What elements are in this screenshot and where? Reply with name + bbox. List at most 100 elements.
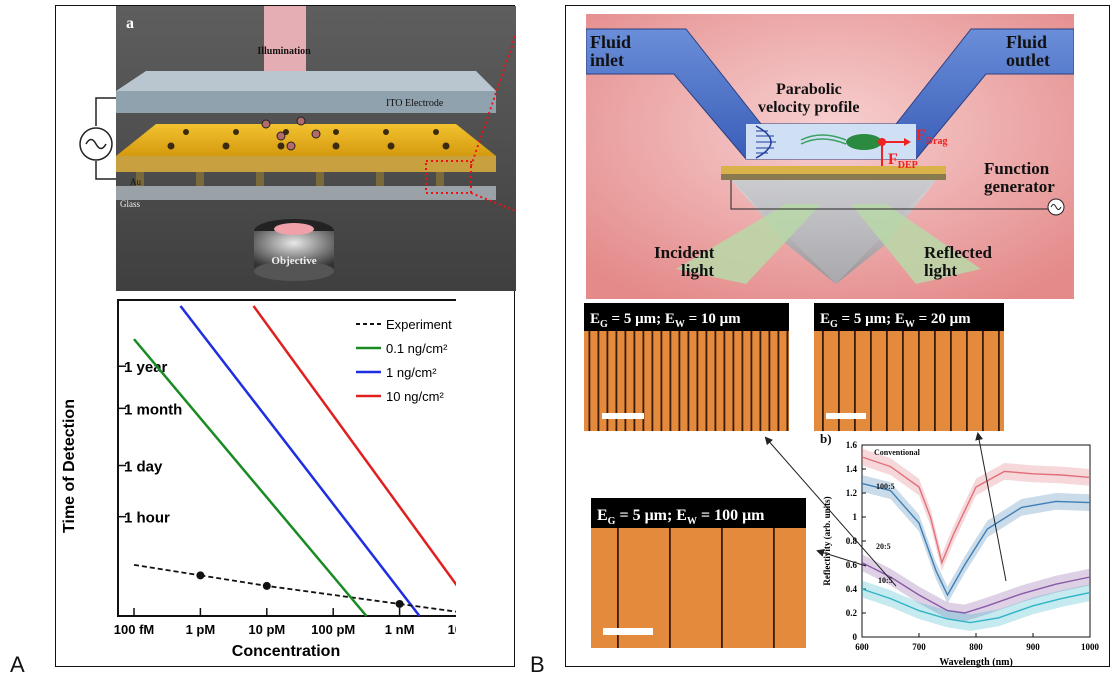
series-line (179, 305, 421, 617)
objective-label: Objective (271, 255, 316, 267)
fdep-label: F (888, 151, 898, 168)
electrode-stripe (886, 331, 888, 431)
sers-device-schematic: a Illumination ITO Electrode Au Glass Ob… (116, 6, 516, 291)
incident-label-1: Incident (654, 243, 715, 262)
series-line (861, 482, 1091, 597)
chart-b-xlabel: Wavelength (nm) (939, 657, 1013, 668)
detection-time-chart: 100 fM 1 pM 10 pM 100 pM 1 nM 10 nM 1 year 1 mo… (61, 299, 456, 660)
eg-symbol: E (820, 311, 830, 327)
y-tick-label: 1.4 (846, 464, 858, 474)
x-tick-label: 600 (855, 642, 869, 652)
glass-label: Glass (120, 199, 140, 209)
x-tick-label: 100 pM (311, 622, 355, 637)
svg-text:EG = 5 μm; EW = 100 μm: EG = 5 μm; EW = 100 μm (597, 507, 765, 527)
experiment-extension (399, 603, 456, 613)
panel-letter-a: A (10, 652, 25, 677)
chart-a-ylabel: Time of Detection (61, 399, 78, 533)
ew-symbol: E (676, 507, 687, 524)
label-10-5: 10:5 (878, 576, 893, 585)
electrode-stripe (777, 331, 780, 431)
series-line (861, 561, 1091, 614)
electrode-stripe (588, 331, 591, 431)
electrode-stripe (768, 331, 771, 431)
fdep-sub: DEP (898, 160, 918, 171)
eg-sub: G (600, 319, 608, 330)
electrode-stripe (642, 331, 645, 431)
fluid-inlet-label-1: Fluid (590, 32, 631, 52)
x-tick-label: 800 (969, 642, 983, 652)
fluid-inlet-label-2: inlet (590, 50, 624, 70)
experiment-point (196, 571, 205, 580)
electrode-stripe (617, 528, 619, 648)
electrode-stripe (998, 331, 1000, 431)
electrode-stripe (822, 331, 824, 431)
micrograph-ew100: EG = 5 μm; EW = 100 μm (591, 498, 806, 648)
x-tick-label: 700 (912, 642, 926, 652)
fdrag-label: F (916, 127, 926, 144)
experiment-extension (133, 563, 201, 577)
electrode-stripe (615, 331, 618, 431)
electrode-stripe (838, 331, 840, 431)
chart-a-xlabel: Concentration (232, 643, 340, 660)
y-tick-label: 1 year (124, 359, 168, 376)
ew-symbol: E (895, 311, 905, 327)
legend-01: 0.1 ng/cm² (386, 341, 448, 356)
legend: Experiment 0.1 ng/cm² 1 ng/cm² 10 ng/cm² (356, 317, 452, 404)
label-100-5: 100:5 (876, 482, 895, 491)
illumination-label: Illumination (257, 46, 311, 57)
reflected-label-2: light (924, 261, 957, 280)
electrode-stripe (723, 331, 726, 431)
electrode-stripe (902, 331, 904, 431)
x-tick-label: 900 (1026, 642, 1040, 652)
ew-sub: W (905, 319, 915, 330)
panel-a: a Illumination ITO Electrode Au Glass Ob… (55, 5, 516, 667)
tag-a: a (126, 15, 134, 32)
legend-1: 1 ng/cm² (386, 365, 437, 380)
electrode-stripe (633, 331, 636, 431)
series-line (252, 305, 456, 587)
dep-device-schematic: Fluid inlet Fluid outlet Parabolic veloc… (586, 14, 1074, 299)
x-tick-label: 1 nM (385, 622, 415, 637)
fdrag-sub: Drag (926, 136, 948, 147)
electrode-stripe (786, 331, 789, 431)
electrode-stripe (660, 331, 663, 431)
profile-label-1: Parabolic (776, 81, 842, 98)
svg-text:EG = 5 μm; EW = 20 μm: EG = 5 μm; EW = 20 μm (820, 311, 971, 330)
micrograph-ew20: EG = 5 μm; EW = 20 μm (814, 303, 1004, 431)
fluid-outlet-label-2: outlet (1006, 50, 1050, 70)
plot-frame (117, 299, 456, 617)
series-line (133, 338, 368, 617)
electrode-stripe (982, 331, 984, 431)
ew-value: = 10 μm (685, 311, 741, 327)
function-gen-label-1: Function (984, 159, 1050, 178)
au-label: Au (130, 177, 141, 187)
electrode-stripe (597, 331, 600, 431)
legend-10: 10 ng/cm² (386, 389, 444, 404)
eg-value: = 5 μm; (608, 311, 665, 327)
y-tick-label: 1 day (124, 459, 163, 476)
label-20-5: 20:5 (876, 542, 891, 551)
series-line (200, 574, 400, 605)
electrode-stripe (759, 331, 762, 431)
reflectivity-chart: 600 700 800 900 100000.20.40.60.811.21.41.6 … (820, 431, 1100, 668)
electrode-stripe (950, 331, 952, 431)
eg-sub: G (830, 319, 838, 330)
panel-letter-b: B (530, 652, 545, 677)
electrode-stripe (669, 528, 671, 648)
confidence-band (862, 554, 1090, 622)
function-gen-label-2: generator (984, 177, 1055, 196)
y-tick-label: 1.6 (846, 440, 858, 450)
electrode-stripe (966, 331, 968, 431)
ew-value: = 20 μm (915, 311, 971, 327)
electrode-stripe (750, 331, 753, 431)
svg-text:FDEP: FDEP (888, 151, 918, 171)
y-tick-label: 0.2 (846, 608, 858, 618)
y-tick-label: 1 month (124, 401, 182, 418)
confidence-band (862, 448, 1090, 571)
electrode-stripe (669, 331, 672, 431)
svg-text:FDrag: FDrag (916, 127, 947, 147)
electrode-stripe (732, 331, 735, 431)
electrode-stripe (934, 331, 936, 431)
electrode-stripe (696, 331, 699, 431)
chart-b-ylabel: Reflectivity (arb. units) (822, 496, 832, 585)
